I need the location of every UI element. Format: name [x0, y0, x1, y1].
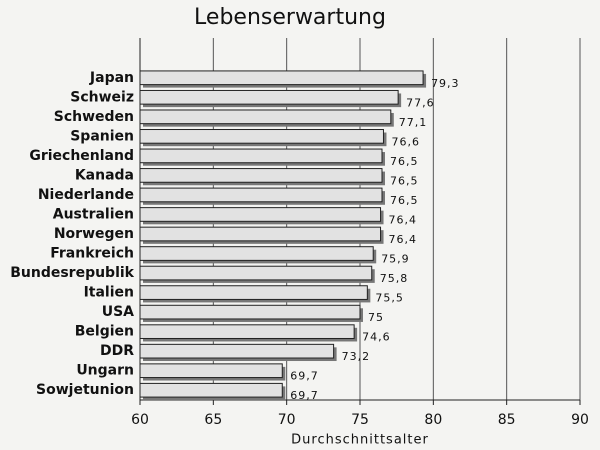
x-tick-label: 65 — [204, 412, 222, 428]
data-label: 77,1 — [399, 116, 428, 129]
x-tick-label: 75 — [351, 412, 369, 428]
bar — [139, 343, 335, 359]
x-tick-label: 60 — [131, 412, 149, 428]
chart-title: Lebenserwartung — [194, 5, 386, 30]
y-tick-label: USA — [102, 304, 134, 320]
data-label: 69,7 — [290, 370, 319, 383]
data-label: 74,6 — [362, 331, 391, 344]
bar — [139, 168, 383, 183]
bar — [139, 129, 384, 144]
x-tick-label: 80 — [424, 412, 442, 428]
y-tick-label: Ungarn — [76, 363, 134, 379]
data-label: 75,9 — [381, 253, 410, 266]
bar — [139, 265, 373, 281]
data-label: 76,5 — [390, 194, 419, 207]
bar — [139, 187, 383, 203]
y-tick-label: Schweiz — [70, 89, 134, 105]
bar — [139, 363, 283, 379]
y-tick-label: Sowjetunion — [36, 382, 134, 398]
bar — [139, 285, 368, 300]
bar — [139, 148, 383, 164]
data-label: 73,2 — [342, 350, 371, 363]
x-tick-label: 70 — [278, 412, 296, 428]
data-label: 69,7 — [290, 389, 319, 402]
bar — [139, 304, 361, 320]
x-axis-label: Durchschnittsalter — [291, 433, 429, 448]
y-tick-label: Spanien — [70, 128, 134, 144]
bar — [139, 89, 399, 105]
y-tick-label: Australien — [53, 206, 134, 222]
y-tick-label: Bundesrepublik — [10, 265, 134, 281]
bar — [139, 382, 283, 398]
y-tick-label: Kanada — [75, 167, 134, 183]
y-tick-label: Japan — [89, 70, 134, 86]
data-label: 76,4 — [389, 213, 418, 226]
bar — [139, 246, 374, 261]
bar — [139, 207, 382, 222]
x-tick-label: 90 — [571, 412, 589, 428]
data-label: 76,6 — [391, 135, 420, 148]
data-label: 76,5 — [390, 174, 419, 187]
y-tick-label: Belgien — [75, 324, 134, 340]
bar — [139, 226, 382, 242]
data-label: 76,4 — [389, 233, 418, 246]
y-tick-label: Frankreich — [50, 246, 134, 262]
data-label: 79,3 — [431, 77, 460, 90]
y-tick-label: Schweden — [54, 109, 134, 125]
bar — [139, 109, 392, 125]
data-label: 75 — [368, 311, 384, 324]
data-label: 75,5 — [375, 292, 404, 305]
data-label: 75,8 — [380, 272, 409, 285]
bar — [139, 324, 355, 339]
bar — [139, 70, 424, 86]
data-label: 76,5 — [390, 155, 419, 168]
y-tick-label: Italien — [84, 285, 134, 301]
x-tick-label: 85 — [498, 412, 516, 428]
y-tick-label: Niederlande — [38, 187, 134, 203]
y-tick-label: Norwegen — [54, 226, 134, 242]
data-label: 77,6 — [406, 96, 435, 109]
y-tick-label: DDR — [100, 343, 134, 359]
y-tick-label: Griechenland — [29, 148, 134, 164]
